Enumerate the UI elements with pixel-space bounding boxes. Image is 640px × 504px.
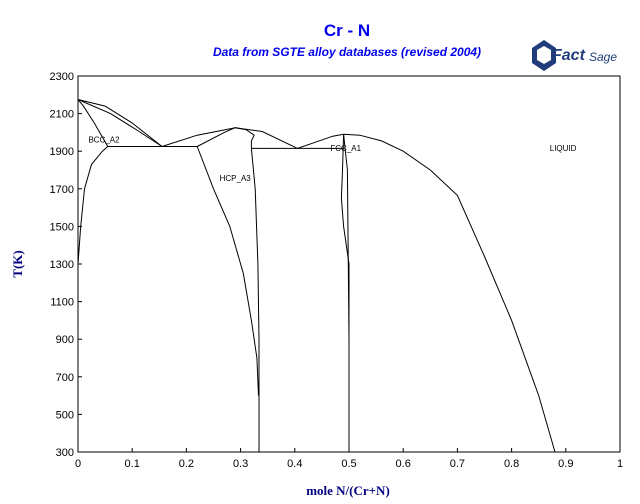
x-axis: 0 0.1 0.2 0.3 0.4 0.5 0.6 0.7 0.8 0.9 1 <box>75 448 623 470</box>
phase-label: LIQUID <box>550 144 577 153</box>
y-tick-label: 300 <box>56 447 74 459</box>
phase-label: HCP_A3 <box>220 174 252 183</box>
phase-boundary-curve <box>343 134 350 340</box>
phase-boundary-curve <box>77 146 109 265</box>
factsage-logo: Fact Sage <box>532 40 617 71</box>
x-tick-label: 0.6 <box>396 458 411 470</box>
chart-title: Cr - N <box>324 21 370 40</box>
logo-text-fact: Fact <box>552 47 586 64</box>
x-tick-label: 0.8 <box>504 458 519 470</box>
phase-boundary-curve <box>161 127 298 149</box>
x-tick-label: 1 <box>617 458 623 470</box>
x-tick-label: 0 <box>75 458 81 470</box>
phase-boundary-curve <box>77 99 163 147</box>
x-tick-label: 0.2 <box>179 458 194 470</box>
phase-boundary-curve <box>77 99 163 147</box>
x-tick-label: 0.4 <box>287 458 302 470</box>
phase-labels: BCC_A2 HCP_A3 FCC_A1 LIQUID <box>88 136 576 183</box>
y-tick-label: 2300 <box>50 71 74 83</box>
phase-boundary-curve <box>297 133 556 453</box>
y-axis-label: T(K) <box>10 250 25 277</box>
x-tick-label: 0.7 <box>450 458 465 470</box>
y-tick-label: 900 <box>56 334 74 346</box>
phase-boundary-curve <box>196 127 255 149</box>
x-tick-label: 0.1 <box>125 458 140 470</box>
x-tick-label: 0.5 <box>341 458 356 470</box>
y-tick-label: 500 <box>56 409 74 421</box>
phase-boundary-curve <box>77 99 109 147</box>
y-tick-label: 1700 <box>50 184 74 196</box>
phase-label: FCC_A1 <box>330 144 361 153</box>
phase-boundaries <box>77 99 556 453</box>
phase-boundary-curve <box>196 146 259 396</box>
phase-boundary-curve <box>250 148 260 396</box>
x-axis-label: mole N/(Cr+N) <box>306 483 390 498</box>
phase-label: BCC_A2 <box>88 136 120 145</box>
x-tick-label: 0.9 <box>558 458 573 470</box>
y-tick-label: 700 <box>56 372 74 384</box>
y-tick-label: 1900 <box>50 146 74 158</box>
phase-boundary-curve <box>340 134 350 452</box>
chart-subtitle: Data from SGTE alloy databases (revised … <box>213 45 481 59</box>
y-axis: 2300 2100 1900 1700 1500 1300 1100 900 700 500 300 <box>50 71 82 459</box>
y-tick-label: 1300 <box>50 259 74 271</box>
y-tick-label: 1500 <box>50 221 74 233</box>
logo-mark-icon <box>532 40 556 71</box>
x-tick-label: 0.3 <box>233 458 248 470</box>
y-tick-label: 2100 <box>50 109 74 121</box>
y-tick-label: 1100 <box>50 297 74 309</box>
logo-text-sage: Sage <box>589 50 617 64</box>
